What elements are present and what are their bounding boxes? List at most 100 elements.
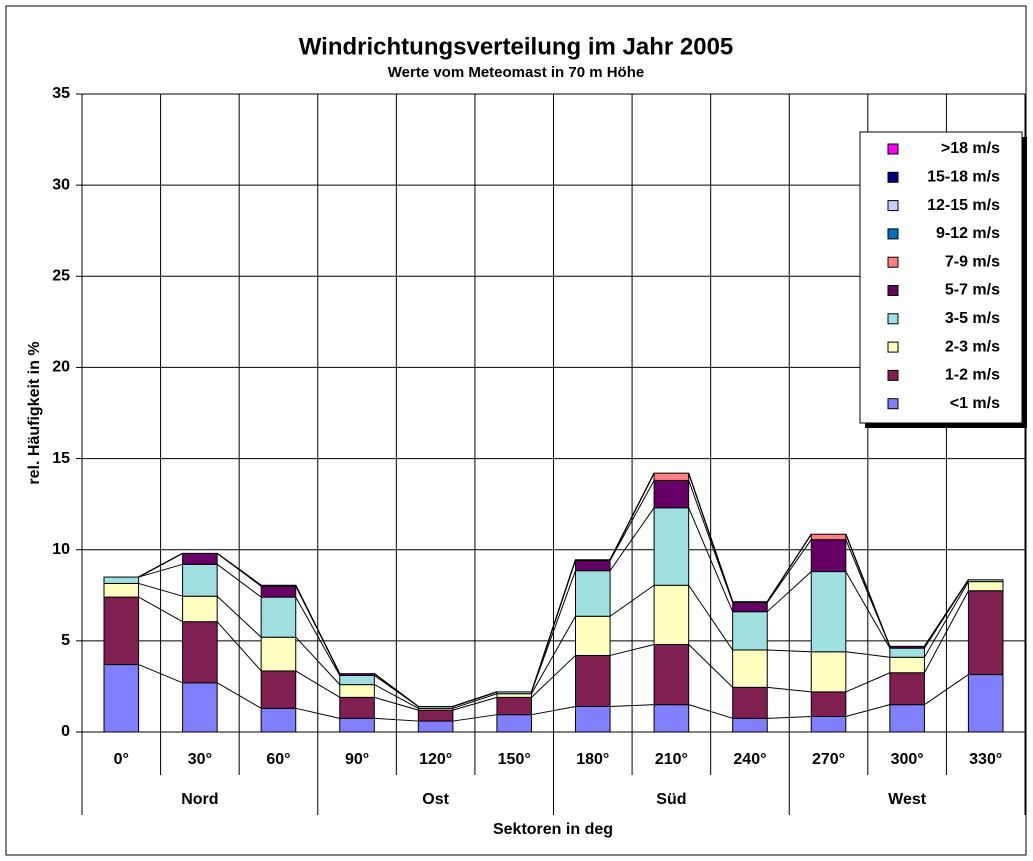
bar-segment	[575, 560, 611, 572]
bar-segment	[575, 705, 611, 733]
bar-segment	[653, 704, 690, 733]
bar-segment	[967, 590, 1004, 676]
series-line	[609, 507, 655, 571]
x-tick-label: 300°	[891, 751, 924, 768]
series-line	[374, 717, 419, 722]
bar-segment	[260, 636, 297, 672]
bar-segment	[260, 707, 297, 733]
x-tick-label: 30°	[188, 751, 212, 768]
bar-segment	[732, 717, 768, 733]
series-line	[766, 533, 812, 602]
x-tick-label: 180°	[576, 751, 609, 768]
series-line	[452, 714, 497, 722]
legend-label: 1-2 m/s	[945, 367, 1000, 384]
legend-label: 15-18 m/s	[927, 169, 1000, 186]
y-tick-label: 25	[52, 268, 70, 285]
bar-segment	[889, 645, 925, 649]
legend-label: 3-5 m/s	[945, 310, 1000, 327]
bar-segment	[889, 672, 925, 706]
chart-subtitle: Werte vom Meteomast in 70 m Höhe	[388, 64, 644, 81]
legend-swatch	[887, 256, 899, 268]
x-tick-label: 210°	[655, 751, 688, 768]
bar-segment	[810, 533, 847, 541]
bar-segment	[810, 651, 847, 693]
bar-segment	[339, 674, 375, 686]
series-line	[374, 673, 419, 707]
bar-segment	[417, 720, 454, 733]
x-tick-label: 120°	[419, 751, 452, 768]
bar-segment	[260, 670, 297, 709]
series-line	[610, 704, 655, 707]
series-line	[924, 674, 969, 706]
series-line	[138, 664, 183, 684]
legend-label: <1 m/s	[950, 395, 1000, 412]
series-line	[609, 644, 655, 656]
bar-segment	[182, 563, 218, 597]
legend-label: >18 m/s	[941, 140, 1000, 157]
y-tick-label: 35	[52, 85, 70, 102]
legend-label: 12-15 m/s	[927, 197, 1000, 214]
series-line	[609, 472, 655, 560]
legend-swatch	[887, 398, 899, 410]
series-line	[374, 684, 419, 709]
group-label: Ost	[422, 791, 449, 808]
bar-segment	[732, 611, 768, 651]
x-tick-label: 90°	[345, 751, 369, 768]
bar-segment	[496, 696, 532, 716]
bar-segment	[260, 596, 297, 638]
y-axis-title: rel. Häufigkeit in %	[26, 341, 43, 484]
series-line	[216, 682, 262, 709]
y-tick-label: 30	[52, 176, 70, 193]
bar-segment	[182, 682, 218, 733]
bar-segment	[889, 704, 925, 733]
legend-label: 2-3 m/s	[945, 338, 1000, 355]
series-line	[688, 704, 733, 719]
series-line	[138, 582, 183, 597]
bar-segment	[260, 585, 297, 598]
series-line	[845, 704, 890, 717]
bar-segment	[967, 581, 1004, 592]
bar-segment	[575, 559, 611, 562]
bar-segment	[810, 716, 847, 733]
bar-segment	[810, 539, 847, 573]
bar-segment	[182, 595, 218, 623]
series-line	[295, 670, 341, 698]
bar-segment	[810, 691, 847, 718]
bar-segment	[732, 649, 768, 688]
bar-segment	[967, 674, 1004, 733]
series-line	[216, 621, 262, 672]
bar-segment	[260, 584, 297, 587]
series-line	[609, 480, 655, 561]
series-line	[452, 691, 498, 707]
series-line	[452, 693, 498, 709]
bar-segment	[653, 584, 690, 646]
bar-segment	[653, 472, 690, 481]
bar-segment	[732, 686, 768, 719]
bar-segment	[339, 684, 375, 698]
y-tick-label: 10	[52, 541, 70, 558]
series-line	[767, 716, 812, 719]
series-line	[216, 552, 262, 586]
bar-segment	[496, 693, 532, 698]
bar-segment	[339, 673, 375, 676]
x-tick-label: 150°	[498, 751, 531, 768]
bar-segment	[653, 479, 690, 509]
bar-segment	[889, 647, 925, 658]
bar-segment	[496, 714, 532, 733]
bar-segment	[810, 571, 847, 653]
bar-segment	[103, 596, 140, 666]
series-line	[531, 559, 576, 693]
legend-label: 7-9 m/s	[945, 253, 1000, 270]
bar-segment	[182, 621, 218, 684]
legend-label: 9-12 m/s	[936, 225, 1000, 242]
series-line	[845, 651, 890, 658]
group-label: Nord	[181, 791, 218, 808]
legend-swatch	[887, 313, 899, 325]
series-line	[688, 507, 734, 612]
series-line	[295, 596, 341, 676]
bar-segment	[575, 654, 611, 707]
x-tick-label: 60°	[266, 751, 290, 768]
series-line	[531, 570, 576, 693]
series-line	[138, 563, 183, 578]
legend-label: 5-7 m/s	[945, 282, 1000, 299]
